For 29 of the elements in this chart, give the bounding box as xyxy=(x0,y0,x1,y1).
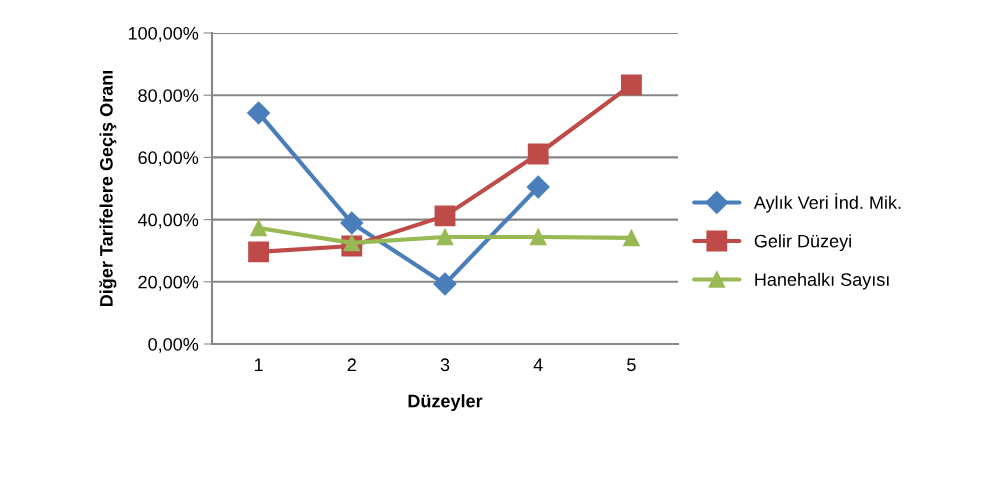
point xyxy=(340,211,364,235)
point xyxy=(343,234,361,252)
point xyxy=(529,228,547,246)
point xyxy=(623,229,640,247)
point xyxy=(434,205,456,227)
y-tick-label: 20,00% xyxy=(138,275,199,291)
x-tick-label: 3 xyxy=(440,358,450,372)
point xyxy=(620,74,642,96)
y-tick-label: 100,00% xyxy=(128,26,199,42)
legend-label: Aylık Veri İnd. Mik. xyxy=(753,193,901,213)
point xyxy=(527,143,549,165)
y-tick-label: 40,00% xyxy=(137,213,199,229)
y-axis-title: Diğer Tarifelere Geçiş Oranı xyxy=(99,71,117,307)
x-tick-label: 5 xyxy=(627,358,636,372)
y-tick-label: 0,00% xyxy=(148,337,199,353)
point xyxy=(436,228,454,246)
y-tick-label: 80,00% xyxy=(138,89,199,105)
x-axis-title: Düzeyler xyxy=(408,394,483,411)
x-tick-label: 2 xyxy=(347,358,356,371)
legend-label: Gelir Düzeyi xyxy=(754,234,851,252)
point xyxy=(526,175,550,199)
point xyxy=(248,241,270,263)
legend-label: Hanehalkı Sayısı xyxy=(755,272,889,290)
point xyxy=(247,101,271,125)
x-tick-label: 1 xyxy=(254,358,263,371)
y-tick-label: 60,00% xyxy=(138,151,199,167)
point xyxy=(433,272,457,296)
x-tick-label: 4 xyxy=(533,358,543,371)
point xyxy=(250,219,267,237)
